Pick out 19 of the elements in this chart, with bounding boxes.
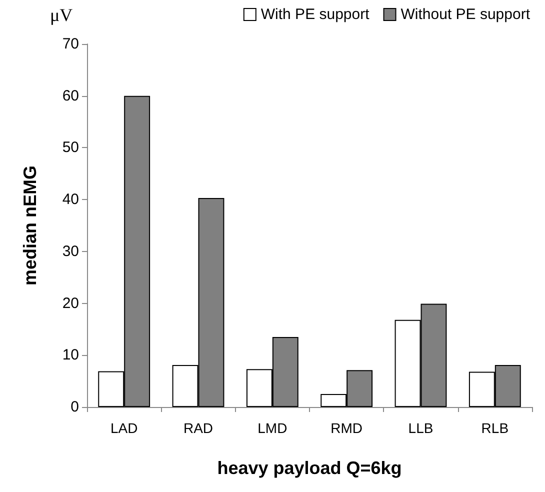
x-tick-label: LMD bbox=[258, 420, 288, 436]
y-tick-label: 70 bbox=[62, 36, 79, 52]
x-tick-label: RAD bbox=[183, 420, 214, 436]
y-tick-label: 50 bbox=[62, 139, 79, 156]
x-tick-label: RLB bbox=[481, 420, 509, 436]
legend-label: With PE support bbox=[260, 6, 370, 23]
y-axis-title: median nEMG bbox=[20, 165, 40, 286]
x-tick-label: LAD bbox=[110, 420, 138, 436]
y-tick-label: 30 bbox=[62, 242, 79, 260]
legend-label: Without PE support bbox=[400, 6, 531, 23]
y-tick-label: 20 bbox=[62, 294, 79, 312]
text: μV bbox=[50, 5, 73, 25]
x-tick-label: LLB bbox=[408, 420, 434, 436]
y-tick-label: 0 bbox=[70, 398, 79, 416]
x-axis-title: heavy payload Q=6kg bbox=[217, 458, 402, 478]
y-tick-label: 40 bbox=[62, 191, 79, 208]
x-tick-label: RMD bbox=[330, 420, 363, 436]
y-tick-label: 60 bbox=[62, 87, 79, 104]
y-tick-label: 10 bbox=[62, 346, 79, 364]
